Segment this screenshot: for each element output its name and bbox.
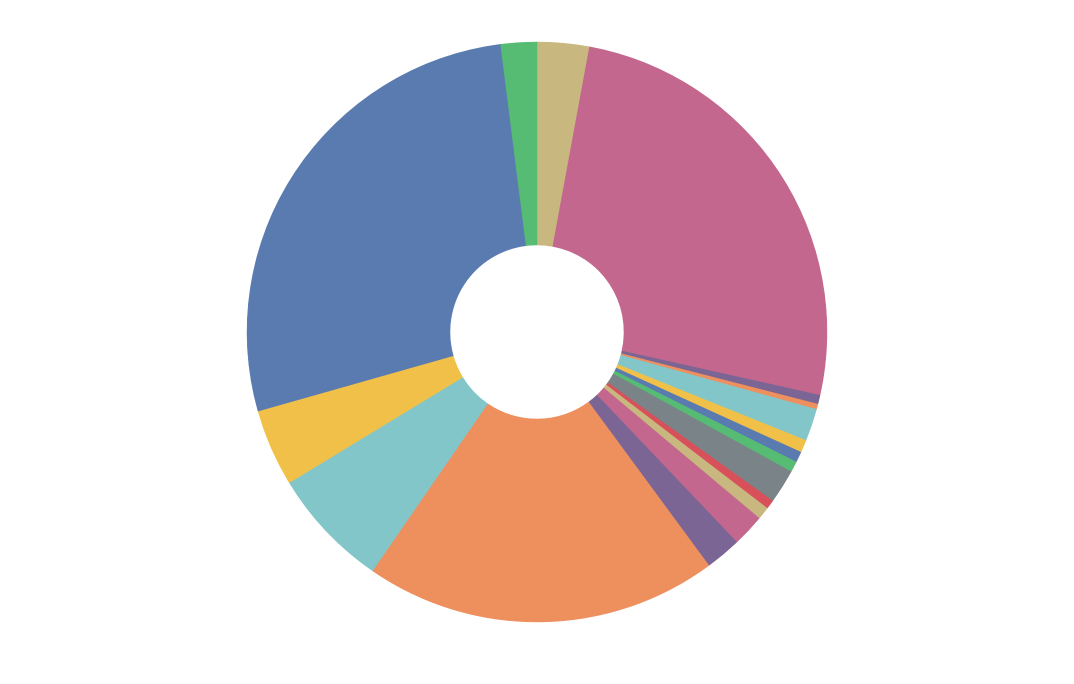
slice — [500, 41, 538, 246]
slice — [372, 401, 710, 623]
slice — [552, 46, 828, 396]
slice — [246, 44, 527, 412]
